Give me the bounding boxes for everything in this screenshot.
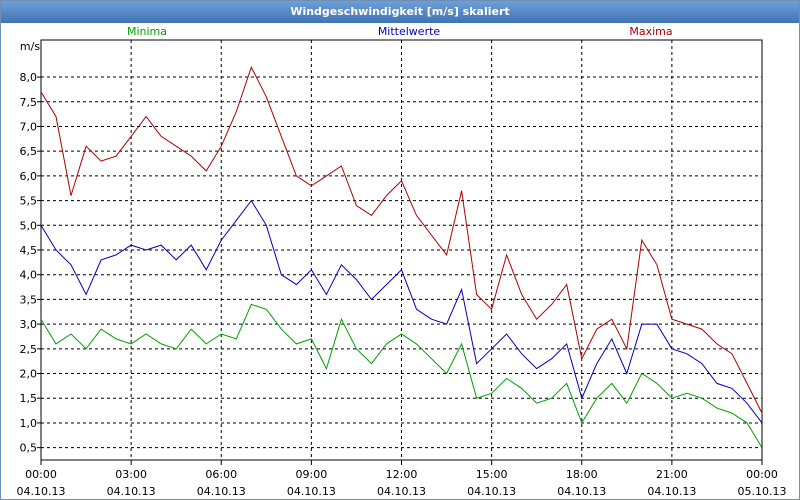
y-axis-unit: m/s [20,40,40,53]
x-tick-date: 05.10.13 [738,485,787,498]
y-tick-label: 5,0 [20,219,38,232]
grid-lines [41,40,762,460]
x-tick-time: 18:00 [566,468,598,481]
y-tick-label: 3,5 [20,293,38,306]
x-tick-time: 03:00 [115,468,147,481]
x-tick-date: 04.10.13 [287,485,336,498]
x-tick-time: 00:00 [25,468,57,481]
x-tick-time: 09:00 [296,468,328,481]
y-tick-label: 6,0 [20,170,38,183]
x-tick-date: 04.10.13 [647,485,696,498]
y-tick-label: 3,0 [20,318,38,331]
x-tick-labels: 00:00 04.10.13 03:00 04.10.13 06:00 04.10.13 0… [17,468,787,498]
y-tick-label: 1,0 [20,417,38,430]
y-tick-label: 8,0 [20,71,38,84]
window-title: Windgeschwindigkeit [m/s] skaliert [1,1,799,23]
legend-entry-maxima: Maxima [629,25,672,38]
y-tick-label: 4,5 [20,244,38,257]
y-tick-label: 5,5 [20,195,38,208]
x-tick-time: 00:00 [746,468,778,481]
y-tick-label: 2,5 [20,343,38,356]
x-tick-date: 04.10.13 [467,485,516,498]
x-tick-date: 04.10.13 [377,485,426,498]
series-lines [40,65,763,448]
y-tick-label: 2,0 [20,368,38,381]
legend: Minima Mittelwerte Maxima [127,25,673,38]
x-tick-time: 12:00 [386,468,418,481]
x-tick-time: 15:00 [476,468,508,481]
axes [37,39,763,465]
x-tick-time: 21:00 [656,468,688,481]
y-tick-label: 7,5 [20,96,38,109]
x-tick-date: 04.10.13 [197,485,246,498]
y-tick-label: 0,5 [20,442,38,455]
legend-entry-minima: Minima [127,25,167,38]
y-tick-labels: 0,5 1,0 1,5 2,0 2,5 3,0 3,5 4,0 4,5 5,0 5,5 6,0 6,5 7… [20,71,38,455]
series-line-maxima [40,65,763,414]
y-tick-label: 7,0 [20,120,38,133]
y-tick-label: 6,5 [20,145,38,158]
x-tick-date: 04.10.13 [107,485,156,498]
series-line-mittelwerte [40,199,763,424]
x-tick-date: 04.10.13 [17,485,66,498]
series-line-minima [40,303,763,448]
y-tick-label: 1,5 [20,392,38,405]
x-tick-time: 06:00 [205,468,237,481]
x-tick-date: 04.10.13 [557,485,606,498]
y-tick-label: 4,0 [20,269,38,282]
plot-frame [40,39,763,461]
legend-entry-mittelwerte: Mittelwerte [378,25,441,38]
